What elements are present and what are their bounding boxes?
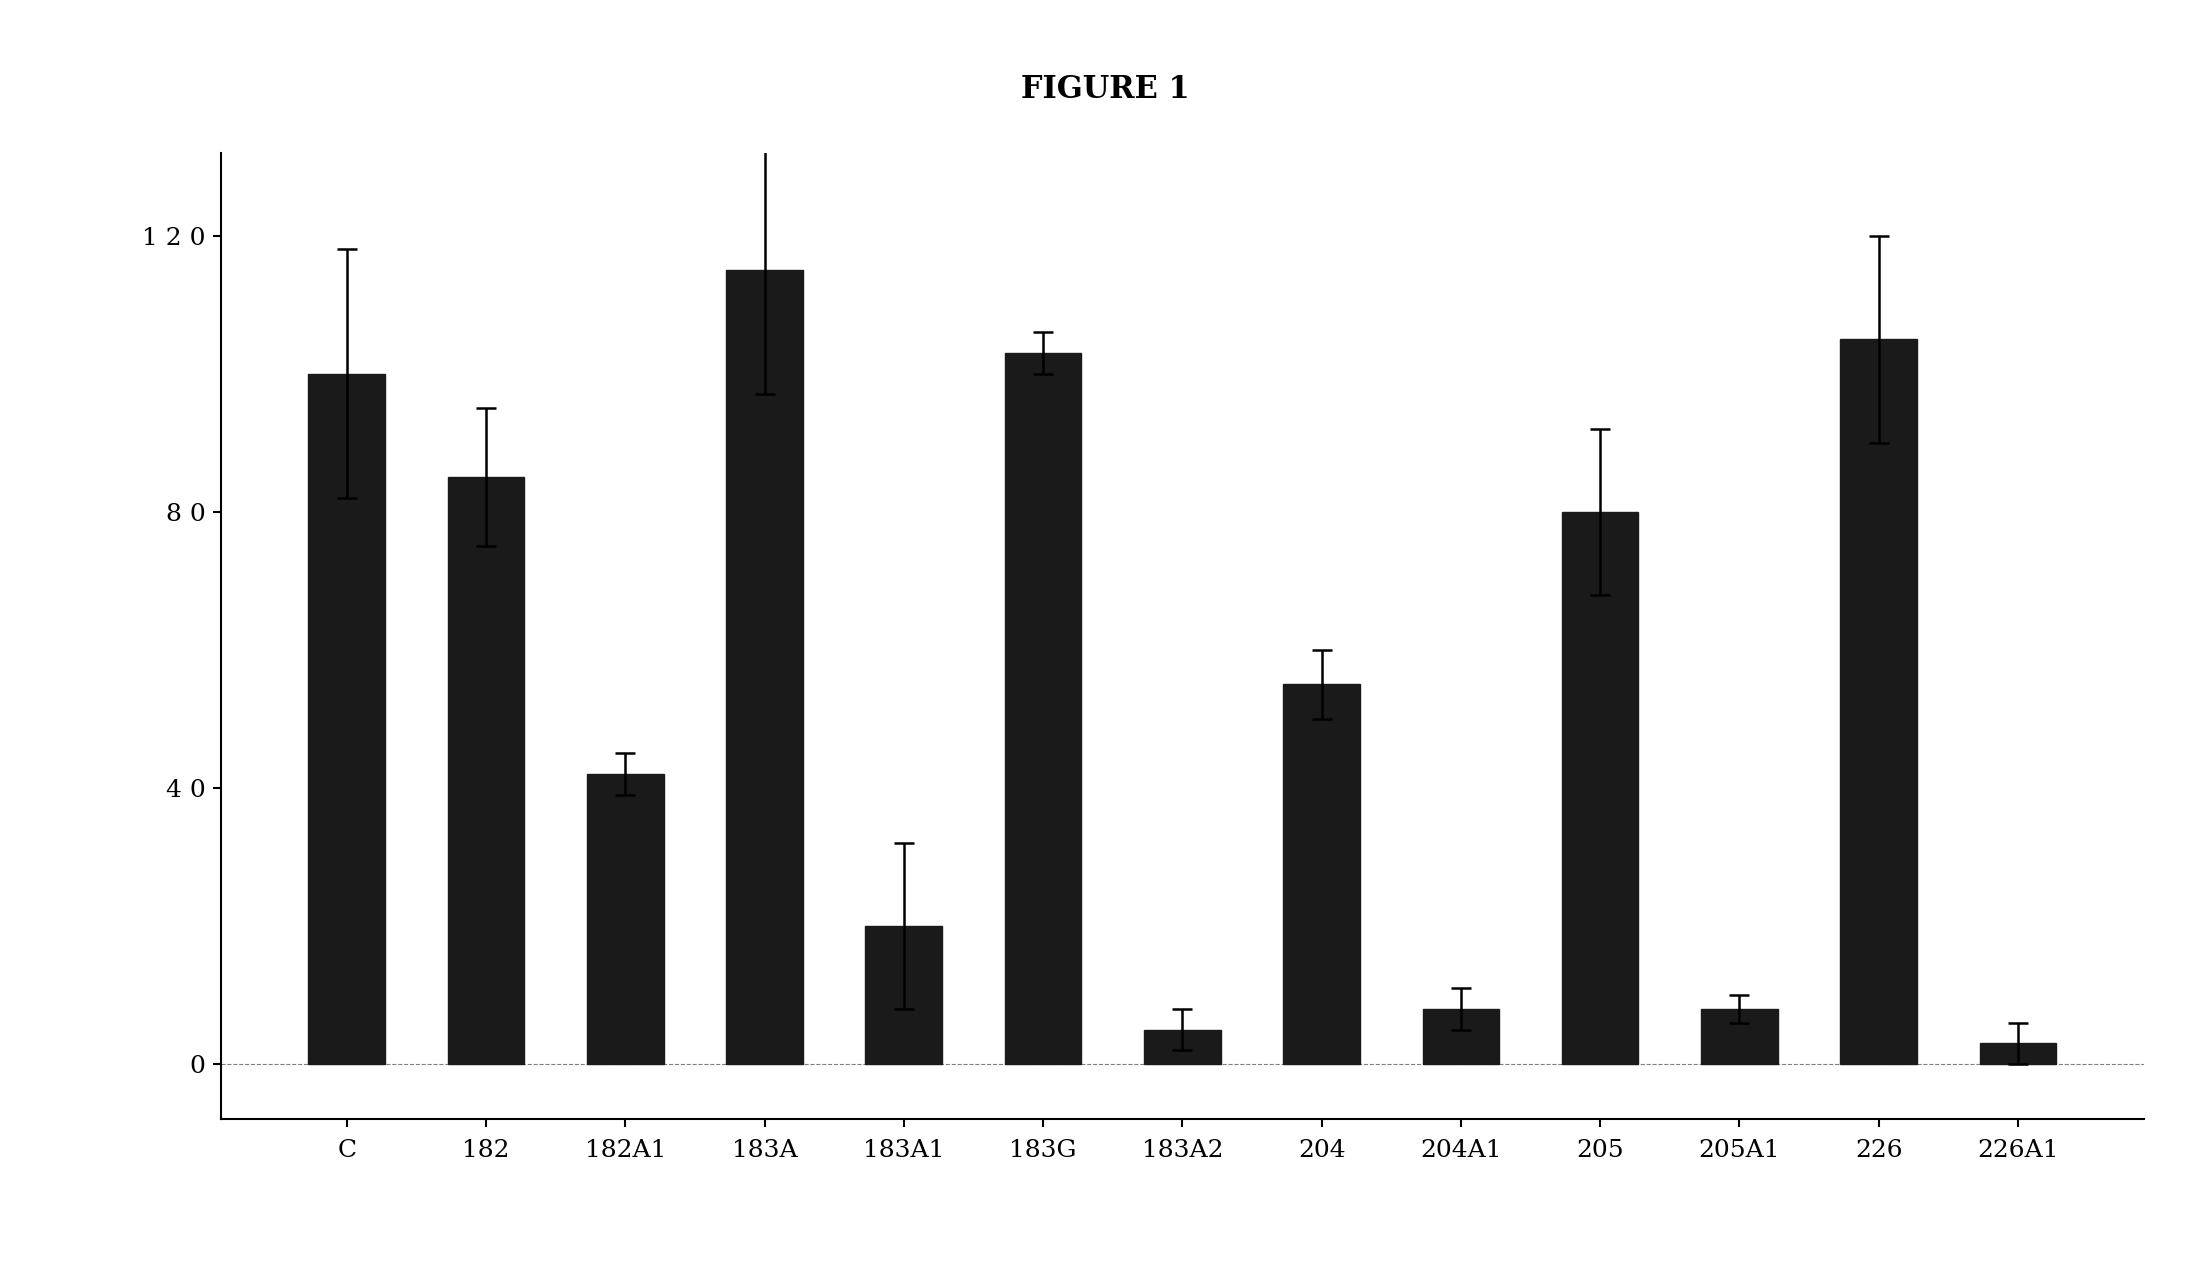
Bar <box>1562 511 1638 1065</box>
Bar <box>1702 1009 1777 1065</box>
Bar <box>1284 684 1359 1065</box>
Bar <box>1145 1029 1220 1065</box>
Bar <box>449 477 524 1065</box>
Bar <box>1006 352 1081 1065</box>
Bar <box>1980 1043 2055 1065</box>
Bar <box>866 926 941 1065</box>
Bar <box>727 270 802 1065</box>
Text: FIGURE 1: FIGURE 1 <box>1021 74 1189 104</box>
Bar <box>309 374 385 1065</box>
Bar <box>1841 340 1916 1065</box>
Bar <box>1423 1009 1498 1065</box>
Bar <box>588 775 663 1065</box>
